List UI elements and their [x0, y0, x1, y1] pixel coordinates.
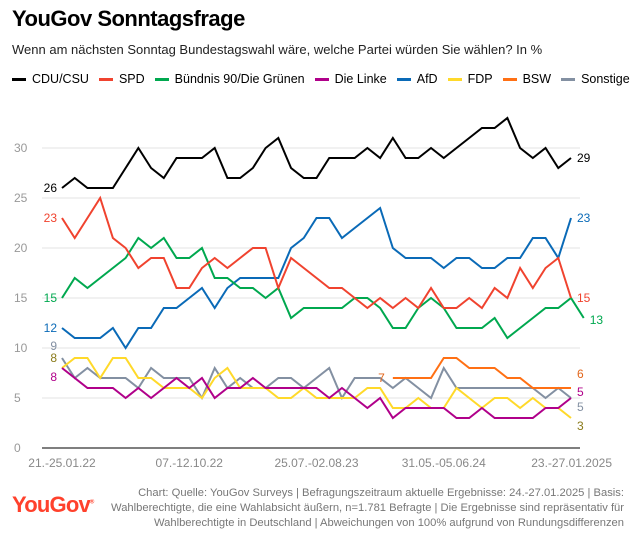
end-label: 6 [577, 367, 584, 381]
registered-mark: ® [89, 499, 94, 506]
series-line-b-ndnis-90-die-gr-nen [61, 236, 585, 340]
legend-item[interactable]: FDP [447, 72, 493, 86]
x-tick-label: 21.-25.01.22 [28, 456, 96, 470]
end-label: 23 [577, 211, 591, 225]
end-label: 3 [577, 419, 584, 433]
y-axis-ticks: 0 5 10 15 20 25 30 [14, 141, 28, 455]
x-tick-label: 23.-27.01.2025 [531, 456, 612, 470]
end-label: 29 [577, 151, 591, 165]
legend-label: BSW [522, 72, 552, 86]
legend-swatch [314, 77, 329, 81]
x-tick-label: 07.-12.10.22 [156, 456, 224, 470]
legend-swatch [154, 77, 169, 81]
x-tick-label: 31.05.-05.06.24 [402, 456, 486, 470]
legend-item[interactable]: AfD [396, 72, 438, 86]
start-label: 9 [50, 339, 57, 353]
y-tick-label: 25 [14, 191, 28, 205]
legend-item[interactable]: Sonstige [561, 72, 630, 86]
series-line-spd [61, 195, 572, 310]
legend: CDU/CSU SPD Bündnis 90/Die Grünen Die Linke… [12, 72, 638, 86]
y-tick-label: 5 [14, 391, 21, 405]
start-label: 23 [44, 211, 58, 225]
legend-item[interactable]: SPD [98, 72, 145, 86]
line-chart: 0 5 10 15 20 25 30 21.-25.01.22 07.-12.10.22 25.… [14, 116, 612, 470]
legend-swatch [12, 77, 26, 81]
grid [42, 147, 580, 449]
series-line-cdu-csu [61, 116, 572, 189]
start-label: 12 [44, 321, 58, 335]
legend-label: FDP [467, 72, 493, 86]
legend-item[interactable]: CDU/CSU [12, 72, 89, 86]
logo-text: YouGov [12, 492, 91, 517]
y-tick-label: 0 [14, 441, 21, 455]
series-line-fdp [61, 357, 572, 419]
start-label: 7 [378, 371, 385, 385]
legend-label: Die Linke [334, 72, 387, 86]
x-axis-ticks: 21.-25.01.22 07.-12.10.22 25.07.-02.08.23 3… [28, 456, 612, 470]
series-line-bsw [392, 357, 571, 389]
source-note: Chart: Quelle: YouGov Surveys | Befragun… [111, 487, 624, 529]
chart-subtitle: Wenn am nächsten Sonntag Bundestagswahl … [12, 42, 543, 57]
series-line-sonstige [61, 357, 572, 401]
end-label: 5 [577, 400, 584, 414]
end-label: 15 [577, 291, 591, 305]
x-tick-label: 25.07.-02.08.23 [274, 456, 358, 470]
y-tick-label: 15 [14, 291, 28, 305]
legend-label: AfD [416, 72, 438, 86]
start-label: 15 [44, 291, 58, 305]
y-tick-label: 10 [14, 341, 28, 355]
start-label: 26 [44, 181, 58, 195]
y-tick-label: 20 [14, 241, 28, 255]
legend-label: CDU/CSU [32, 72, 89, 86]
legend-item[interactable]: BSW [502, 72, 552, 86]
series-line-die-linke [61, 367, 572, 420]
legend-item[interactable]: Die Linke [314, 72, 387, 86]
legend-swatch [502, 77, 517, 81]
legend-label: SPD [118, 72, 145, 86]
end-label: 5 [577, 385, 584, 399]
legend-item[interactable]: Bündnis 90/Die Grünen [154, 72, 305, 86]
legend-swatch [396, 77, 411, 81]
legend-swatch [98, 77, 113, 81]
chart-title: YouGov Sonntagsfrage [12, 6, 245, 31]
y-tick-label: 30 [14, 141, 28, 155]
data-labels: 26 29 23 15 15 13 8 5 12 23 8 3 7 6 9 5 [44, 151, 604, 433]
series-lines [61, 116, 585, 420]
legend-swatch [447, 77, 462, 81]
start-label: 8 [50, 370, 57, 384]
legend-label: Sonstige [581, 72, 630, 86]
end-label: 13 [590, 313, 604, 327]
start-label: 8 [50, 351, 57, 365]
legend-label: Bündnis 90/Die Grünen [174, 72, 305, 86]
yougov-logo[interactable]: YouGov® [12, 492, 94, 518]
series-line-afd [61, 206, 572, 350]
legend-swatch [561, 77, 576, 81]
